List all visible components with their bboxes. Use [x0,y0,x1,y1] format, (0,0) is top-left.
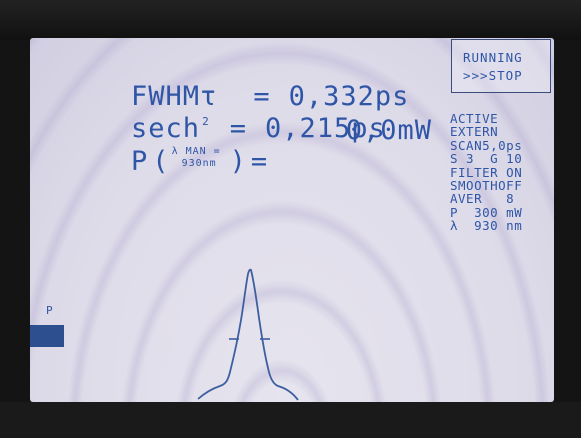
fwhm-equals: = [253,81,271,112]
sech-equals: = [229,113,247,144]
setting-lambda: λ 930 nm [450,218,523,234]
lcd-screen: FWHMτ = 0,332ps sech 2 = 0,215ps P(λ MAN = 930n… [30,38,554,402]
trace-curve [197,268,299,401]
power-wavelength-block: λ MAN = 930nm [170,146,230,172]
setting-average: AVER 8 [450,191,515,207]
stop-action: >>>STOP [463,68,523,83]
setting-filter: FILTER ON [450,164,523,180]
fwhm-label: FWHMτ [131,81,218,112]
setting-scan: SCAN5,0ps [450,137,523,153]
power-axis-label: P [46,304,54,317]
power-wavelength-value: 930nm [181,158,217,169]
setting-s-g: S 3 G 10 [450,151,523,167]
setting-smooth: SMOOTHOFF [450,178,523,193]
setting-power: P 300 mW [450,204,523,220]
power-readout: P(λ MAN = 930nm) = 0,0mW [62,116,432,207]
fwhm-readout: FWHMτ = 0,332ps [62,52,409,142]
running-status: RUNNING [463,50,523,65]
sech-exponent: 2 [202,115,210,128]
power-man-label: MAN = [185,146,221,157]
power-level-marker [30,325,64,347]
sech-readout: sech 2 = 0,215ps [62,84,386,174]
bezel-top [0,0,581,40]
bezel-bottom [0,402,581,438]
power-value: 0,0mW [345,115,432,146]
power-equals: = [250,146,269,177]
fwhm-value: 0,332ps [288,81,410,112]
setting-trigger: EXTERN [450,124,499,140]
power-lambda-symbol: λ [171,146,179,157]
power-label: P [131,146,149,177]
power-open-paren: ( [152,146,170,177]
power-close-paren: ) [229,146,247,177]
sech-value: 0,215ps [264,113,386,144]
run-stop-button[interactable]: RUNNING >>>STOP [451,39,551,93]
setting-mode: ACTIVE [450,111,499,126]
sech-label: sech [131,113,201,144]
autocorrelation-trace [197,268,299,401]
